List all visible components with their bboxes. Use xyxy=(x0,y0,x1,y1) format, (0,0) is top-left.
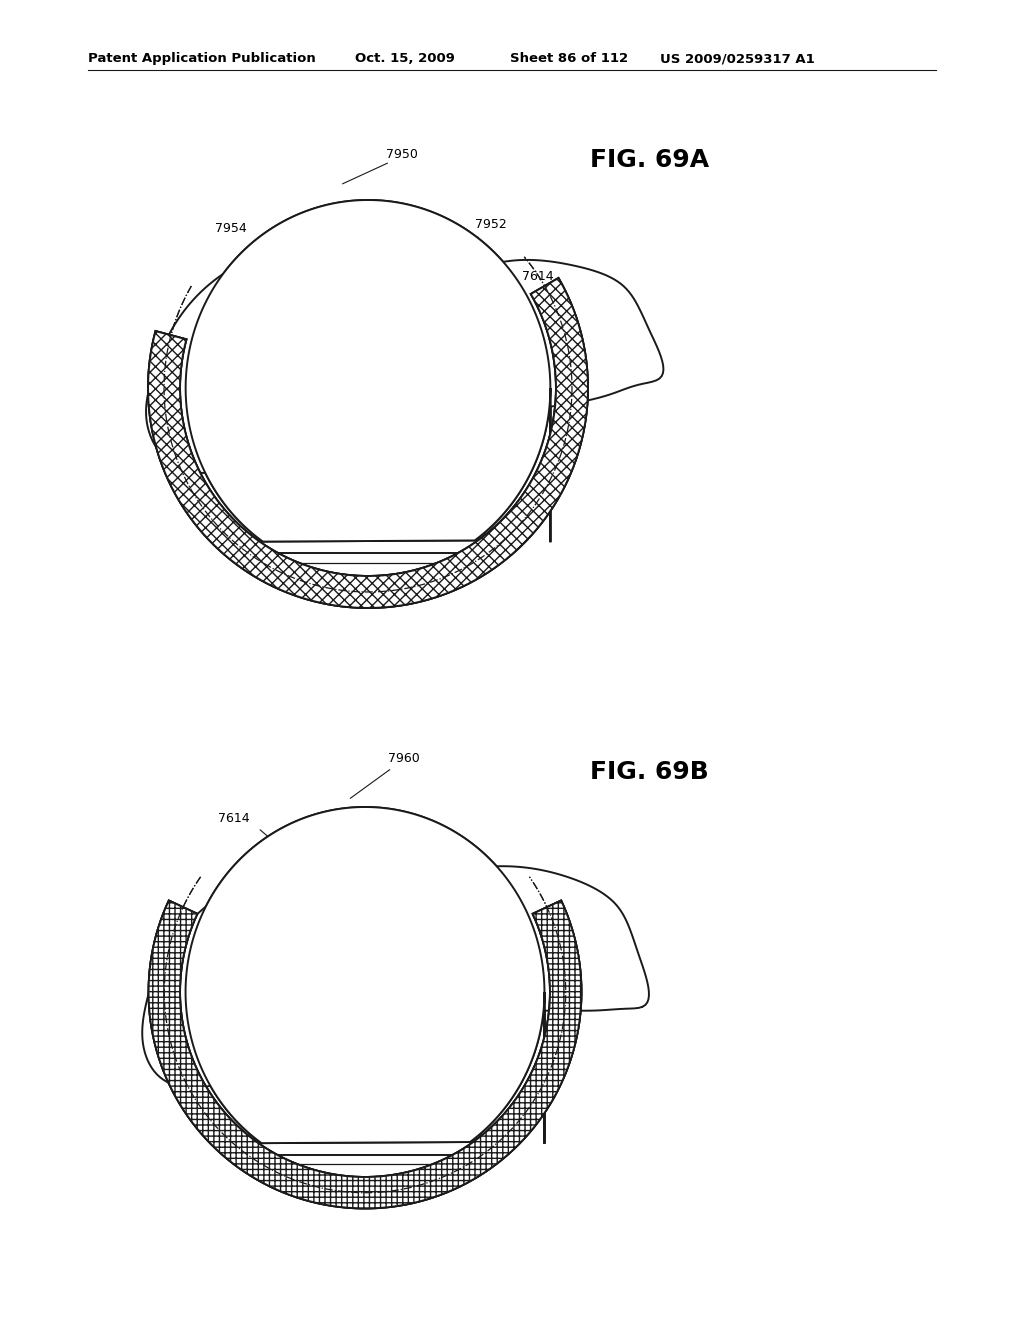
Text: FIG. 69B: FIG. 69B xyxy=(590,760,709,784)
Polygon shape xyxy=(148,279,588,609)
Polygon shape xyxy=(185,201,550,543)
Polygon shape xyxy=(148,900,582,1208)
Text: US 2009/0259317 A1: US 2009/0259317 A1 xyxy=(660,51,815,65)
Text: Oct. 15, 2009: Oct. 15, 2009 xyxy=(355,51,455,65)
Text: 7600: 7600 xyxy=(348,950,380,964)
Text: 7950: 7950 xyxy=(386,148,418,161)
Text: FIG. 69A: FIG. 69A xyxy=(590,148,710,172)
Text: 7960: 7960 xyxy=(388,752,420,766)
Polygon shape xyxy=(148,900,582,1208)
Polygon shape xyxy=(185,201,550,543)
Text: 7600: 7600 xyxy=(345,355,377,368)
Text: Patent Application Publication: Patent Application Publication xyxy=(88,51,315,65)
Text: 7614: 7614 xyxy=(522,271,554,282)
Polygon shape xyxy=(148,900,582,1208)
Text: 7954: 7954 xyxy=(215,222,247,235)
Polygon shape xyxy=(185,807,545,1143)
Polygon shape xyxy=(146,240,664,473)
Text: 7952: 7952 xyxy=(475,218,507,231)
Polygon shape xyxy=(142,859,649,1088)
Text: Sheet 86 of 112: Sheet 86 of 112 xyxy=(510,51,628,65)
Polygon shape xyxy=(185,807,545,1143)
Text: 7614: 7614 xyxy=(218,812,250,825)
Polygon shape xyxy=(148,279,588,609)
Polygon shape xyxy=(148,279,588,609)
